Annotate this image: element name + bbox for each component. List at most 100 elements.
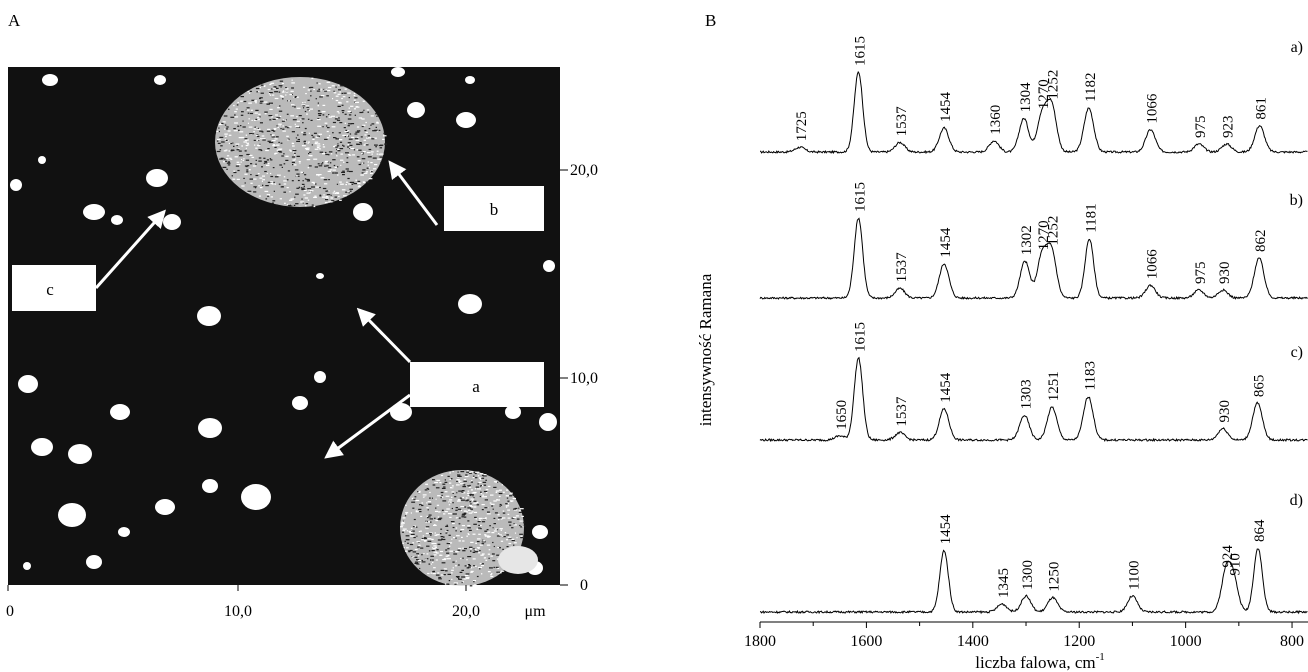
afm-cluster-texture — [464, 475, 468, 478]
afm-cluster-texture — [236, 161, 240, 163]
afm-cluster-texture — [347, 118, 352, 120]
afm-cluster-texture — [263, 101, 268, 103]
afm-particle — [68, 444, 92, 464]
afm-cluster-texture — [445, 532, 448, 534]
afm-cluster-texture — [281, 82, 284, 85]
afm-cluster-texture — [353, 99, 356, 101]
afm-cluster-texture — [473, 497, 475, 499]
afm-cluster-texture — [469, 546, 473, 548]
afm-cluster-texture — [226, 126, 229, 128]
afm-cluster-texture — [312, 136, 315, 138]
afm-cluster-texture — [473, 500, 477, 502]
peak-label: 865 — [1252, 375, 1268, 398]
afm-cluster-texture — [334, 166, 337, 168]
afm-cluster-texture — [427, 488, 430, 490]
afm-cluster-texture — [417, 491, 421, 493]
afm-cluster-texture — [481, 565, 484, 567]
afm-cluster-texture — [437, 543, 441, 545]
afm-cluster-texture — [317, 110, 321, 112]
afm-cluster-texture — [376, 115, 378, 117]
afm-cluster-texture — [419, 530, 422, 532]
afm-cluster-texture — [502, 512, 506, 514]
peak-label: 1252 — [1046, 216, 1062, 246]
afm-cluster-texture — [425, 532, 429, 534]
afm-cluster-texture — [418, 530, 421, 533]
afm-cluster-texture — [316, 82, 318, 84]
afm-cluster-texture — [316, 118, 321, 121]
afm-cluster-texture — [354, 97, 358, 99]
afm-cluster-texture — [505, 503, 508, 505]
afm-cluster-texture — [442, 574, 446, 576]
afm-cluster-texture — [484, 535, 487, 537]
afm-cluster-texture — [418, 559, 422, 562]
afm-cluster-texture — [482, 496, 485, 498]
afm-cluster-texture — [241, 158, 243, 161]
afm-cluster-texture — [272, 118, 276, 120]
afm-cluster-texture — [276, 125, 278, 127]
afm-cluster-texture — [274, 152, 278, 154]
afm-cluster-texture — [271, 94, 275, 96]
afm-cluster-texture — [311, 204, 314, 206]
afm-cluster-texture — [338, 132, 341, 134]
afm-cluster-texture — [270, 175, 274, 178]
afm-cluster-texture — [441, 487, 446, 489]
afm-cluster-texture — [469, 494, 472, 496]
afm-cluster-texture — [431, 547, 433, 549]
afm-cluster-texture — [362, 100, 365, 102]
afm-cluster-texture — [479, 544, 483, 546]
afm-cluster-texture — [422, 494, 427, 496]
a-y-tick-label: 0 — [580, 577, 588, 594]
afm-cluster-texture — [430, 563, 432, 565]
afm-cluster-texture — [500, 570, 505, 572]
afm-cluster-texture — [433, 567, 436, 569]
afm-cluster-texture — [479, 550, 481, 552]
afm-cluster-texture — [278, 183, 281, 185]
afm-cluster-texture — [289, 199, 293, 201]
afm-cluster-texture — [446, 583, 450, 585]
afm-cluster-texture — [500, 540, 504, 542]
afm-cluster-texture — [307, 118, 310, 120]
afm-cluster-texture — [261, 131, 264, 133]
afm-cluster-texture — [261, 166, 263, 168]
afm-cluster-texture — [431, 538, 434, 540]
afm-cluster-texture — [306, 106, 310, 108]
afm-cluster-texture — [502, 548, 504, 550]
afm-cluster-texture — [458, 540, 461, 542]
afm-cluster-texture — [357, 136, 359, 138]
afm-cluster-texture — [324, 122, 328, 124]
afm-cluster-texture — [226, 162, 231, 164]
afm-cluster-texture — [287, 138, 290, 140]
afm-cluster-texture — [450, 521, 455, 523]
afm-cluster-texture — [309, 190, 314, 192]
afm-cluster-texture — [427, 509, 429, 511]
afm-cluster-texture — [290, 115, 294, 117]
afm-cluster-texture — [479, 568, 481, 570]
afm-particle — [163, 214, 181, 230]
afm-cluster-texture — [473, 549, 476, 552]
afm-cluster-texture — [334, 192, 337, 194]
afm-cluster-texture — [255, 163, 257, 165]
afm-cluster-texture — [279, 115, 282, 118]
afm-cluster-texture — [312, 138, 315, 140]
spectrum-line-3 — [759, 548, 1308, 615]
afm-cluster-texture — [482, 494, 484, 496]
afm-cluster-texture — [303, 185, 305, 187]
afm-cluster-texture — [519, 533, 523, 535]
afm-cluster-texture — [374, 144, 378, 146]
afm-cluster-texture — [248, 102, 252, 104]
afm-cluster-texture — [455, 530, 457, 532]
afm-cluster-texture — [518, 507, 520, 509]
afm-cluster-texture — [267, 148, 270, 150]
afm-cluster-texture — [267, 103, 269, 105]
afm-cluster-texture — [259, 122, 263, 124]
afm-cluster-texture — [276, 204, 278, 206]
afm-cluster-texture — [289, 191, 291, 193]
afm-cluster-texture — [262, 179, 265, 181]
afm-cluster-texture — [329, 162, 332, 164]
afm-cluster-texture — [233, 128, 236, 130]
afm-cluster-texture — [440, 536, 444, 538]
afm-cluster-texture — [421, 538, 424, 540]
afm-cluster-texture — [339, 141, 343, 143]
afm-cluster-texture — [319, 195, 322, 197]
afm-cluster-texture — [343, 195, 347, 197]
